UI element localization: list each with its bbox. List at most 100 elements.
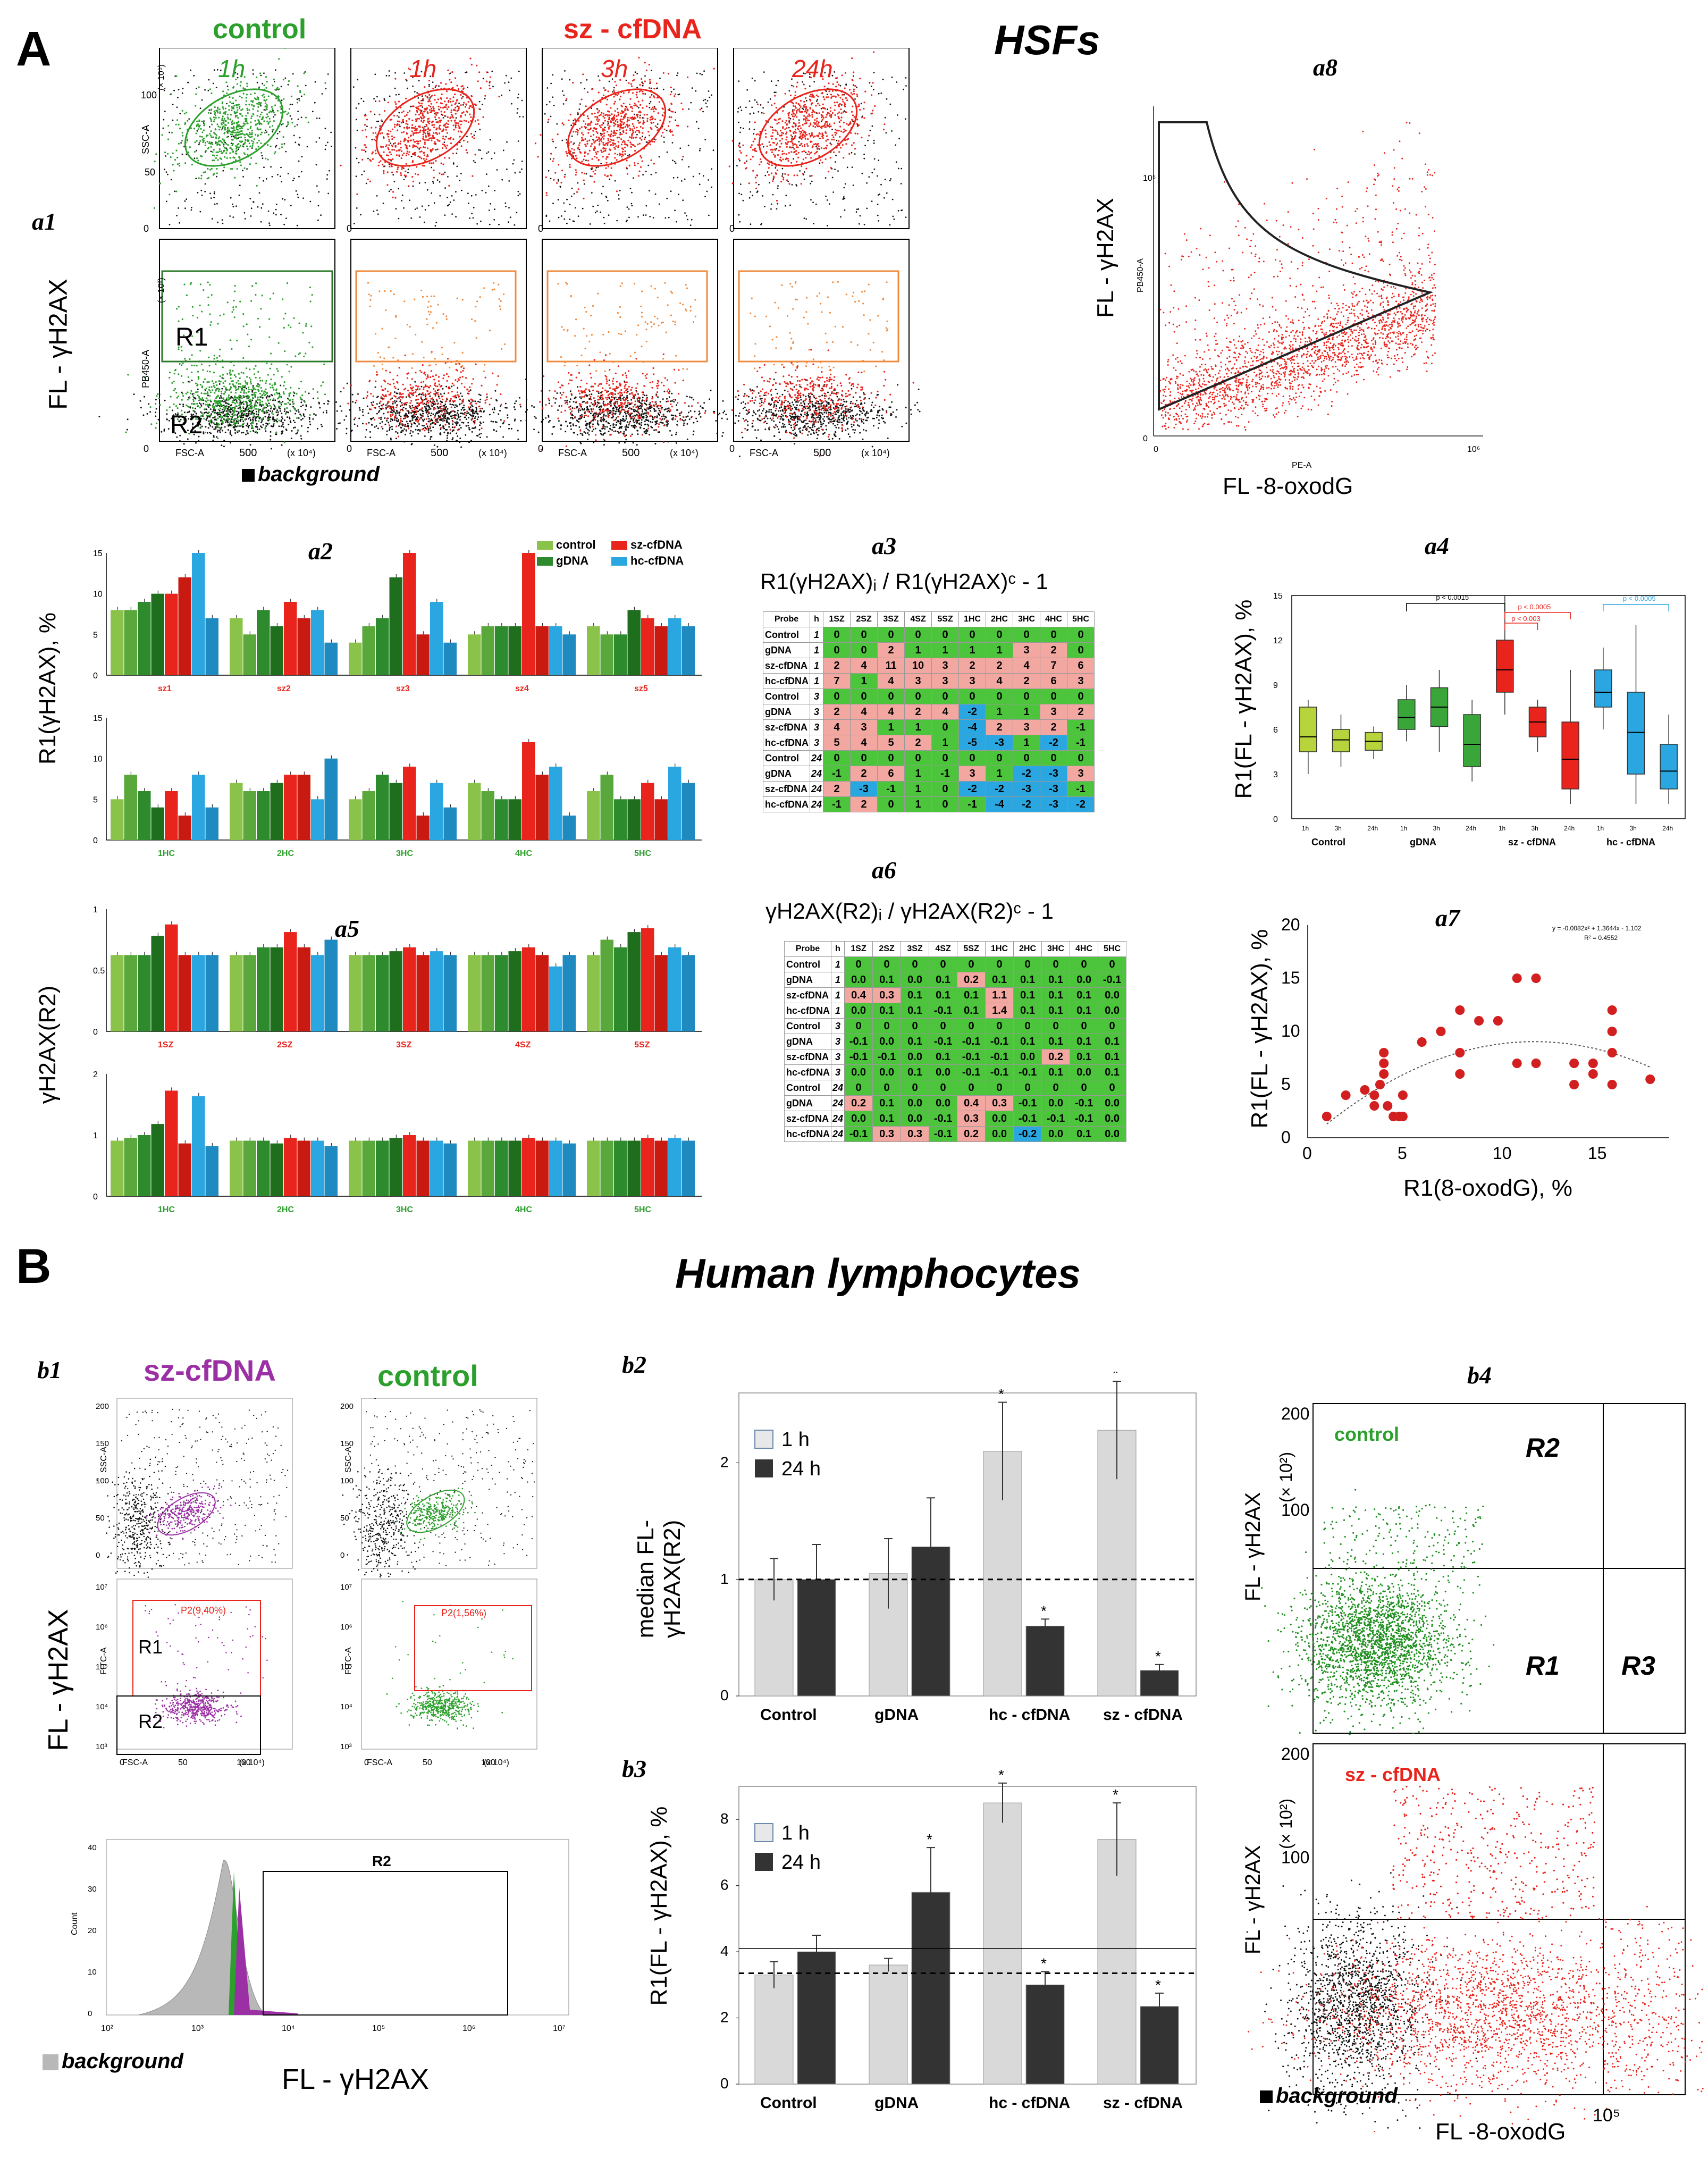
dot [407, 128, 409, 130]
dot [621, 156, 623, 158]
dot [224, 426, 226, 428]
dot [276, 110, 279, 112]
dot [777, 203, 779, 205]
dot [448, 138, 450, 140]
dot [408, 68, 410, 70]
dot [209, 395, 211, 397]
dot [586, 140, 588, 142]
dot [426, 107, 428, 109]
dot [394, 123, 396, 125]
dot [590, 121, 592, 123]
dot [244, 380, 246, 382]
dot [584, 151, 586, 153]
dot [191, 402, 193, 405]
dot [225, 143, 228, 145]
dot [217, 125, 220, 128]
dot [276, 421, 278, 423]
dot [591, 113, 593, 115]
dot [828, 113, 830, 115]
dot [837, 170, 839, 172]
dot [780, 142, 783, 145]
dot [406, 132, 408, 135]
dot [406, 153, 408, 155]
dot [306, 146, 308, 148]
dot [304, 416, 306, 418]
dot [582, 207, 584, 209]
dot [178, 142, 180, 145]
dot [487, 185, 490, 187]
dot [168, 419, 170, 422]
dot [243, 391, 245, 393]
dot [287, 401, 289, 404]
dot [625, 129, 627, 131]
dot [794, 91, 796, 93]
dot [221, 123, 223, 125]
dot [869, 82, 871, 84]
dot [250, 157, 253, 159]
dot [596, 119, 598, 121]
dot [781, 175, 783, 177]
dot [583, 183, 585, 185]
dot [178, 207, 179, 209]
dot [840, 112, 843, 114]
dot [215, 381, 217, 383]
dot [267, 374, 269, 376]
dot [376, 209, 378, 211]
dot [271, 384, 273, 387]
dot [800, 100, 802, 102]
dot [655, 172, 657, 174]
dot [873, 72, 875, 73]
dot [296, 392, 298, 395]
dot [327, 192, 329, 195]
dot [504, 202, 507, 204]
dot [256, 123, 258, 125]
dot [739, 159, 741, 162]
dot [127, 418, 129, 421]
dot [205, 388, 207, 390]
dot [668, 108, 671, 110]
dot [788, 127, 790, 129]
dot [806, 153, 809, 155]
dot [225, 124, 227, 127]
dot [361, 158, 364, 161]
dot [822, 78, 824, 80]
dot [423, 117, 425, 119]
dot [654, 193, 657, 195]
dot [250, 121, 252, 123]
dot [212, 406, 214, 408]
dot [250, 133, 253, 135]
dot [776, 142, 778, 145]
dot [175, 123, 177, 125]
dot [428, 129, 431, 131]
dot [268, 414, 270, 416]
dot [506, 141, 508, 143]
dot [616, 220, 618, 222]
dot [796, 110, 798, 112]
dot [280, 166, 282, 169]
dot [775, 107, 777, 109]
dot [785, 153, 787, 155]
dot [612, 91, 614, 93]
dot [403, 152, 405, 155]
dot [708, 179, 709, 181]
dot [241, 424, 243, 426]
dot [222, 152, 224, 154]
dot [836, 132, 838, 134]
dot [291, 118, 293, 120]
dot [551, 138, 553, 140]
dot [784, 128, 786, 130]
dot [232, 131, 234, 133]
dot [615, 120, 617, 122]
dot [822, 116, 824, 119]
dot [209, 142, 212, 145]
dot [593, 148, 595, 150]
dot [406, 150, 408, 153]
dot [215, 137, 217, 139]
dot [315, 414, 317, 416]
dot [422, 127, 424, 129]
dot [425, 129, 427, 131]
dot [319, 407, 321, 409]
dot [439, 140, 441, 142]
dot [578, 108, 580, 110]
dot [297, 196, 299, 198]
